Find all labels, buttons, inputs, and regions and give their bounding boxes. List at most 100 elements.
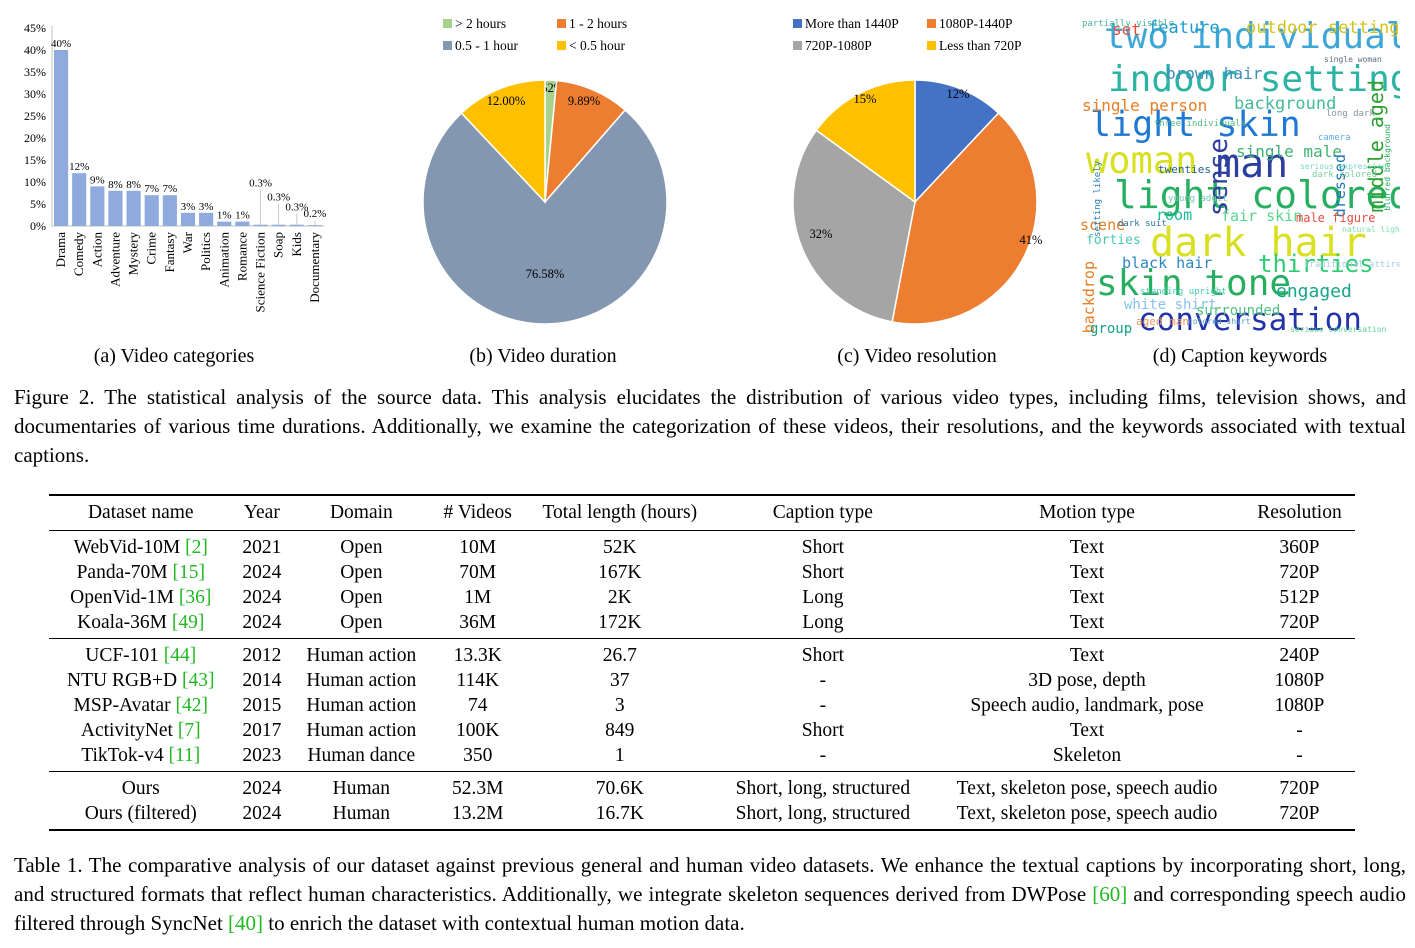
wordcloud-word: young adult <box>1168 194 1228 204</box>
cell-text: 37 <box>610 669 630 691</box>
legend-swatch <box>927 41 936 50</box>
table-cell-name: NTU RGB+D [43] <box>49 668 233 693</box>
table-cell-videos: 52.3M <box>432 772 524 802</box>
table-cell-domain: Open <box>291 610 432 639</box>
sublabel-video-categories: (a) Video categories <box>93 345 255 367</box>
table-cell-domain: Human action <box>291 639 431 669</box>
table-row: UCF-101 [44] 2012 Human action 13.3K 26.7 Sho… <box>49 639 1355 669</box>
table-cell-domain: Human action <box>291 668 431 693</box>
cell-text: ActivityNet <box>80 719 178 741</box>
cell-text: 1M <box>464 586 492 608</box>
table-group-ours: Ours 2024 Human 52.3M 70.6K Short, long, stru… <box>49 772 1355 831</box>
y-tick-label: 35% <box>24 65 46 79</box>
y-tick-label: 5% <box>30 197 46 211</box>
cell-text: 720P <box>1279 561 1320 583</box>
cell-text: OpenVid-1M <box>70 586 179 608</box>
table-cell-caption: - <box>716 668 930 693</box>
citation-link[interactable]: [60] <box>1092 882 1128 906</box>
table-cell-motion: Text <box>930 531 1244 561</box>
cell-text: Text <box>1069 644 1105 666</box>
cell-text: Short <box>801 561 844 583</box>
wordcloud-word: natural light <box>1342 225 1400 234</box>
cell-text: 70M <box>459 561 497 583</box>
table-cell-motion: Skeleton <box>930 743 1244 772</box>
citation-link[interactable]: [7] <box>177 719 201 741</box>
table-cell-year: 2014 <box>233 668 292 693</box>
citation-link[interactable]: [49] <box>171 611 205 633</box>
table-row: Koala-36M [49] 2024 Open 36M 172K Long Text 720… <box>49 610 1355 639</box>
table-cell-videos: 10M <box>432 531 524 561</box>
cell-text: Human action <box>306 644 417 666</box>
citation-link[interactable]: [15] <box>172 561 205 583</box>
slice-label: 9.89% <box>568 94 600 108</box>
cell-text: 2024 <box>242 777 282 799</box>
table-cell-motion: Text <box>930 639 1244 669</box>
table-cell-length: 2K <box>524 585 716 610</box>
citation-link[interactable]: [2] <box>185 536 208 558</box>
cell-text: 720P <box>1279 777 1320 799</box>
wordcloud-word: sense <box>1204 138 1234 217</box>
y-tick-label: 20% <box>24 131 46 145</box>
wordcloud-word: room <box>1156 206 1193 224</box>
cell-text: 720P <box>1279 611 1320 633</box>
wordcloud-word: colored shirt <box>1188 317 1251 326</box>
data-label: 1% <box>235 210 250 222</box>
x-tick-label: Adventure <box>107 232 122 287</box>
citation-link[interactable]: [43] <box>182 669 215 691</box>
pie-slice <box>815 79 916 204</box>
bar <box>53 50 69 226</box>
legend-label: < 0.5 hour <box>569 38 625 53</box>
wordcloud-word: single woman <box>1324 55 1382 64</box>
table-cell-videos: 13.2M <box>431 801 524 831</box>
cell-text: Skeleton <box>1052 744 1122 766</box>
slice-label: 12.00% <box>487 94 526 108</box>
table-cell-motion: 3D pose, depth <box>930 668 1244 693</box>
wordcloud-word: camera <box>1318 133 1351 143</box>
cell-text: Open <box>340 611 383 633</box>
citation-link[interactable]: [42] <box>175 694 209 716</box>
y-tick-label: 25% <box>24 109 46 123</box>
cell-text: Human action <box>306 669 417 691</box>
col-header: Resolution <box>1243 494 1355 531</box>
cell-text: 1080P <box>1274 669 1325 691</box>
col-header: Dataset name <box>49 494 233 531</box>
table-cell-caption: Short <box>716 531 930 561</box>
cell-text: 3 <box>614 694 625 716</box>
table-cell-length: 1 <box>523 743 716 772</box>
pie-slice <box>914 79 1000 204</box>
citation-link[interactable]: [36] <box>178 586 212 608</box>
cell-text: 720P <box>1279 802 1320 824</box>
col-header: Year <box>232 494 292 531</box>
wordcloud-word: partially visible <box>1082 19 1175 29</box>
col-header: Total length (hours) <box>523 494 716 531</box>
cell-text: MSP-Avatar <box>73 694 176 716</box>
wordcloud-word: outdoor setting <box>1246 18 1400 38</box>
table-cell-domain: Human action <box>291 693 431 718</box>
cell-text: 26.7 <box>602 644 637 666</box>
col-header: Caption type <box>715 494 931 531</box>
citation-link[interactable]: [11] <box>168 744 201 766</box>
legend-label: 1080P-1440P <box>939 18 1013 31</box>
wordcloud-word: thirties <box>1258 250 1374 278</box>
wordcloud-word: two individuals <box>1104 16 1400 57</box>
cell-text: Text, skeleton pose, speech audio <box>956 777 1218 799</box>
cell-text: 2024 <box>242 561 282 583</box>
cell-text: 10M <box>459 536 497 558</box>
table-cell-name: Ours <box>49 772 233 802</box>
table-group-general: WebVid-10M [2] 2021 Open 10M 52K Short Text 360… <box>49 531 1355 639</box>
x-tick-label: Action <box>89 232 104 268</box>
cell-text: WebVid-10M <box>73 536 186 558</box>
citation-link[interactable]: [44] <box>163 644 197 666</box>
citation-link[interactable]: [40] <box>228 911 264 935</box>
cell-text: Text <box>1069 536 1105 558</box>
cell-text: 2024 <box>242 586 282 608</box>
table-cell-domain: Open <box>291 585 431 610</box>
cell-text: 2015 <box>242 694 282 716</box>
x-tick-label: Science Fiction <box>253 232 268 313</box>
table-cell-motion: Text <box>930 585 1244 610</box>
table-cell-res: 1080P <box>1244 668 1355 693</box>
pie-slice <box>422 108 668 325</box>
bar <box>253 224 268 226</box>
x-tick-label: Documentary <box>307 232 322 303</box>
table-cell-res: 720P <box>1244 772 1355 802</box>
